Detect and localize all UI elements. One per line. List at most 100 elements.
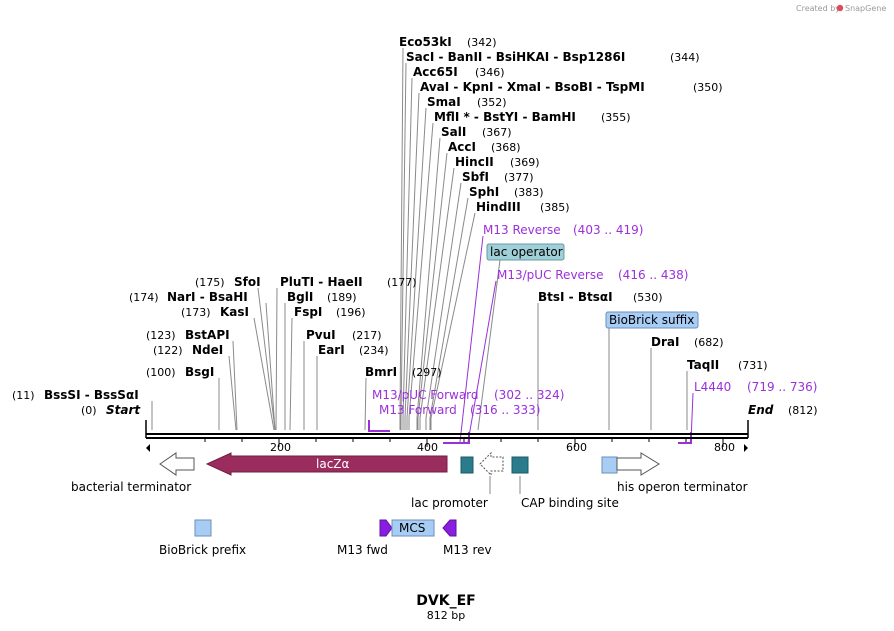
site-taqii[interactable]: TaqII [687,358,719,372]
tick-200: 200 [270,441,291,454]
his-terminator-label: his operon terminator [617,480,748,494]
site-sphi-pos: (383) [514,186,544,199]
site-bsssi[interactable]: BssSI - BssSαI [44,388,139,402]
site-bstapi[interactable]: BstAPI [185,328,230,342]
site-nari-pos: (174) [129,291,159,304]
map-title: DVK_EF [416,593,475,609]
lac-operator-label: lac operator [490,245,563,259]
site-hincii[interactable]: HincII [455,155,494,169]
site-ndei-pos: (122) [153,344,183,357]
site-fspi[interactable]: FspI [294,305,322,319]
site-bmri[interactable]: BmrI [365,365,397,379]
site-acc65i[interactable]: Acc65I [413,65,458,79]
site-nari[interactable]: NarI - BsaHI [167,290,248,304]
site-btsi[interactable]: BtsI - BtsαI [538,290,613,304]
site-sbfi[interactable]: SbfI [462,170,489,184]
site-mfli[interactable]: MflI * - BstYI - BamHI [434,110,576,124]
site-acc65i-pos: (346) [475,66,505,79]
start-marker-icon [146,444,150,452]
tick-600: 600 [566,441,587,454]
cap-binding-site-label: CAP binding site [521,496,619,510]
site-sali-pos: (367) [482,126,512,139]
site-saci-pos: (344) [670,51,700,64]
primer-m13-puc-reverse[interactable]: M13/pUC Reverse [497,268,604,282]
biobrick-prefix-feature[interactable] [194,519,212,537]
primer-m13-reverse-range: (403 .. 419) [573,223,643,237]
lac-operator-feature[interactable] [460,456,474,474]
site-btsi-pos: (530) [633,291,663,304]
primer-m13-puc-forward[interactable]: M13/pUC Forward [372,388,479,402]
mcs-box[interactable] [391,519,435,537]
lac-promoter-label: lac promoter [411,496,488,510]
primer-reverse-bar [443,432,470,444]
site-avai[interactable]: AvaI - KpnI - XmaI - BsoBI - TspMI [420,80,645,94]
site-pluti-pos: (177) [387,276,417,289]
primer-m13-forward[interactable]: M13 Forward [379,403,457,417]
site-hindiii[interactable]: HindIII [476,200,521,214]
site-sfoi[interactable]: SfoI [234,275,261,289]
end-marker-icon [744,444,748,452]
site-eco53ki[interactable]: Eco53kI [399,35,452,49]
tick-800: 800 [714,441,735,454]
site-bgli[interactable]: BglI [287,290,313,304]
site-pvui-pos: (217) [352,329,382,342]
site-drai[interactable]: DraI [651,335,679,349]
his-terminator-arrow[interactable] [616,452,660,476]
site-bmri-pos: (297) [412,366,442,379]
site-ndei[interactable]: NdeI [192,343,223,357]
biobrick-suffix-feature[interactable] [601,456,618,474]
biobrick-suffix-box[interactable] [605,311,699,329]
site-saci[interactable]: SacI - BanII - BsiHKAI - Bsp1286I [406,50,625,64]
site-sphi[interactable]: SphI [469,185,499,199]
restriction-sites: Eco53kI (342) SacI - BanII - BsiHKAI - B… [12,35,768,402]
biobrick-suffix-label: BioBrick suffix [609,313,694,327]
cap-binding-site[interactable] [511,456,529,474]
start-pos: (0) [81,404,97,417]
watermark-prefix: Created by [796,4,840,13]
site-pluti[interactable]: PluTI - HaeII [280,275,363,289]
site-kasi-pos: (173) [181,306,211,319]
bacterial-terminator-arrow[interactable] [159,452,195,476]
m13-fwd-arrow[interactable] [379,519,393,537]
site-mfli-pos: (355) [601,111,631,124]
primer-forward-bar [368,420,390,432]
bacterial-terminator-label: bacterial terminator [71,480,191,494]
end-pos: (812) [788,404,818,417]
site-eco53ki-pos: (342) [467,36,497,49]
lac-promoter-arrow[interactable] [479,451,504,477]
site-sbfi-pos: (377) [504,171,534,184]
m13-fwd-label: M13 fwd [337,543,388,557]
site-eari[interactable]: EarI [318,343,345,357]
site-smai[interactable]: SmaI [427,95,461,109]
lacz-alpha-arrow[interactable] [205,452,448,476]
primer-l4440[interactable]: L4440 [694,380,731,394]
site-hindiii-pos: (385) [540,201,570,214]
lac-operator-box[interactable] [486,243,565,261]
m13-rev-label: M13 rev [443,543,492,557]
site-kasi[interactable]: KasI [220,305,249,319]
site-eari-pos: (234) [359,344,389,357]
tick-400: 400 [417,441,438,454]
site-acci[interactable]: AccI [448,140,476,154]
primer-m13-reverse[interactable]: M13 Reverse [483,223,561,237]
primer-m13-forward-range: (316 .. 333) [470,403,540,417]
start-label: Start [106,403,141,417]
biobrick-prefix-label: BioBrick prefix [159,543,246,557]
site-bsgi-pos: (100) [146,366,176,379]
site-sfoi-pos: (175) [195,276,225,289]
sequence-backbone [145,420,749,452]
site-taqii-pos: (731) [738,359,768,372]
lacz-alpha-label: lacZα [316,457,350,471]
site-smai-pos: (352) [477,96,507,109]
primer-m13-puc-reverse-range: (416 .. 438) [618,268,688,282]
site-bsgi[interactable]: BsgI [185,365,214,379]
site-acci-pos: (368) [491,141,521,154]
primer-m13-puc-forward-range: (302 .. 324) [494,388,564,402]
primer-l4440-bar [678,432,692,444]
site-bgli-pos: (189) [327,291,357,304]
site-pvui[interactable]: PvuI [306,328,336,342]
mcs-label: MCS [399,521,425,535]
site-sali[interactable]: SalI [441,125,466,139]
m13-rev-arrow[interactable] [442,519,457,537]
